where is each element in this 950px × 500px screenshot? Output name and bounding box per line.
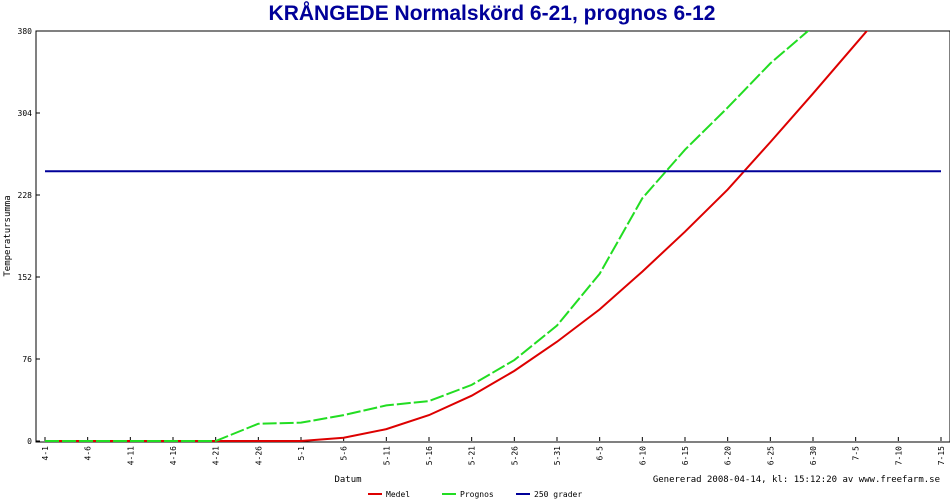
x-tick-label: 4-21: [212, 446, 221, 465]
x-tick-label: 6-15: [681, 446, 690, 465]
x-tick-label: 6-30: [809, 446, 818, 465]
x-tick-label: 4-1: [41, 446, 50, 461]
plot-frame: [35, 30, 950, 443]
chart-title: KRÅNGEDE Normalskörd 6-21, prognos 6-12: [269, 1, 716, 25]
y-tick-label: 228: [18, 191, 33, 200]
x-tick-label: 5-16: [425, 446, 434, 465]
legend-label: Medel: [386, 490, 410, 499]
x-tick-label: 5-31: [553, 446, 562, 465]
x-axis-label: Datum: [334, 475, 361, 485]
x-tick-label: 4-16: [169, 446, 178, 465]
y-tick-label: 0: [27, 437, 32, 446]
x-tick-label: 6-20: [724, 446, 733, 465]
y-tick-label: 304: [18, 109, 33, 118]
x-tick-label: 5-1: [297, 446, 306, 461]
x-tick-label: 5-21: [468, 446, 477, 465]
x-tick-label: 6-25: [766, 446, 775, 465]
x-tick-label: 6-5: [596, 446, 605, 461]
x-tick-label: 5-6: [340, 446, 349, 461]
y-tick-label: 380: [18, 27, 33, 36]
x-tick-label: 4-6: [84, 446, 93, 461]
annotation: Genererad 2008-04-14, kl: 15:12:20 av ww…: [653, 475, 940, 485]
x-tick-label: 4-11: [126, 446, 135, 465]
x-tick-label: 7-5: [852, 446, 861, 461]
x-tick-label: 7-10: [894, 446, 903, 465]
legend-label: Prognos: [460, 490, 494, 499]
series-line: [45, 31, 810, 442]
x-tick-label: 5-11: [382, 446, 391, 465]
x-tick-label: 5-26: [510, 446, 519, 465]
legend-label: 250 grader: [534, 490, 582, 499]
x-tick-label: 7-15: [937, 446, 946, 465]
y-tick-label: 152: [18, 273, 33, 282]
series-line: [45, 31, 869, 442]
y-axis-label: Temperatursumma: [3, 195, 13, 276]
x-tick-label: 4-26: [254, 446, 263, 465]
y-tick-label: 76: [22, 355, 32, 364]
x-tick-label: 6-10: [638, 446, 647, 465]
